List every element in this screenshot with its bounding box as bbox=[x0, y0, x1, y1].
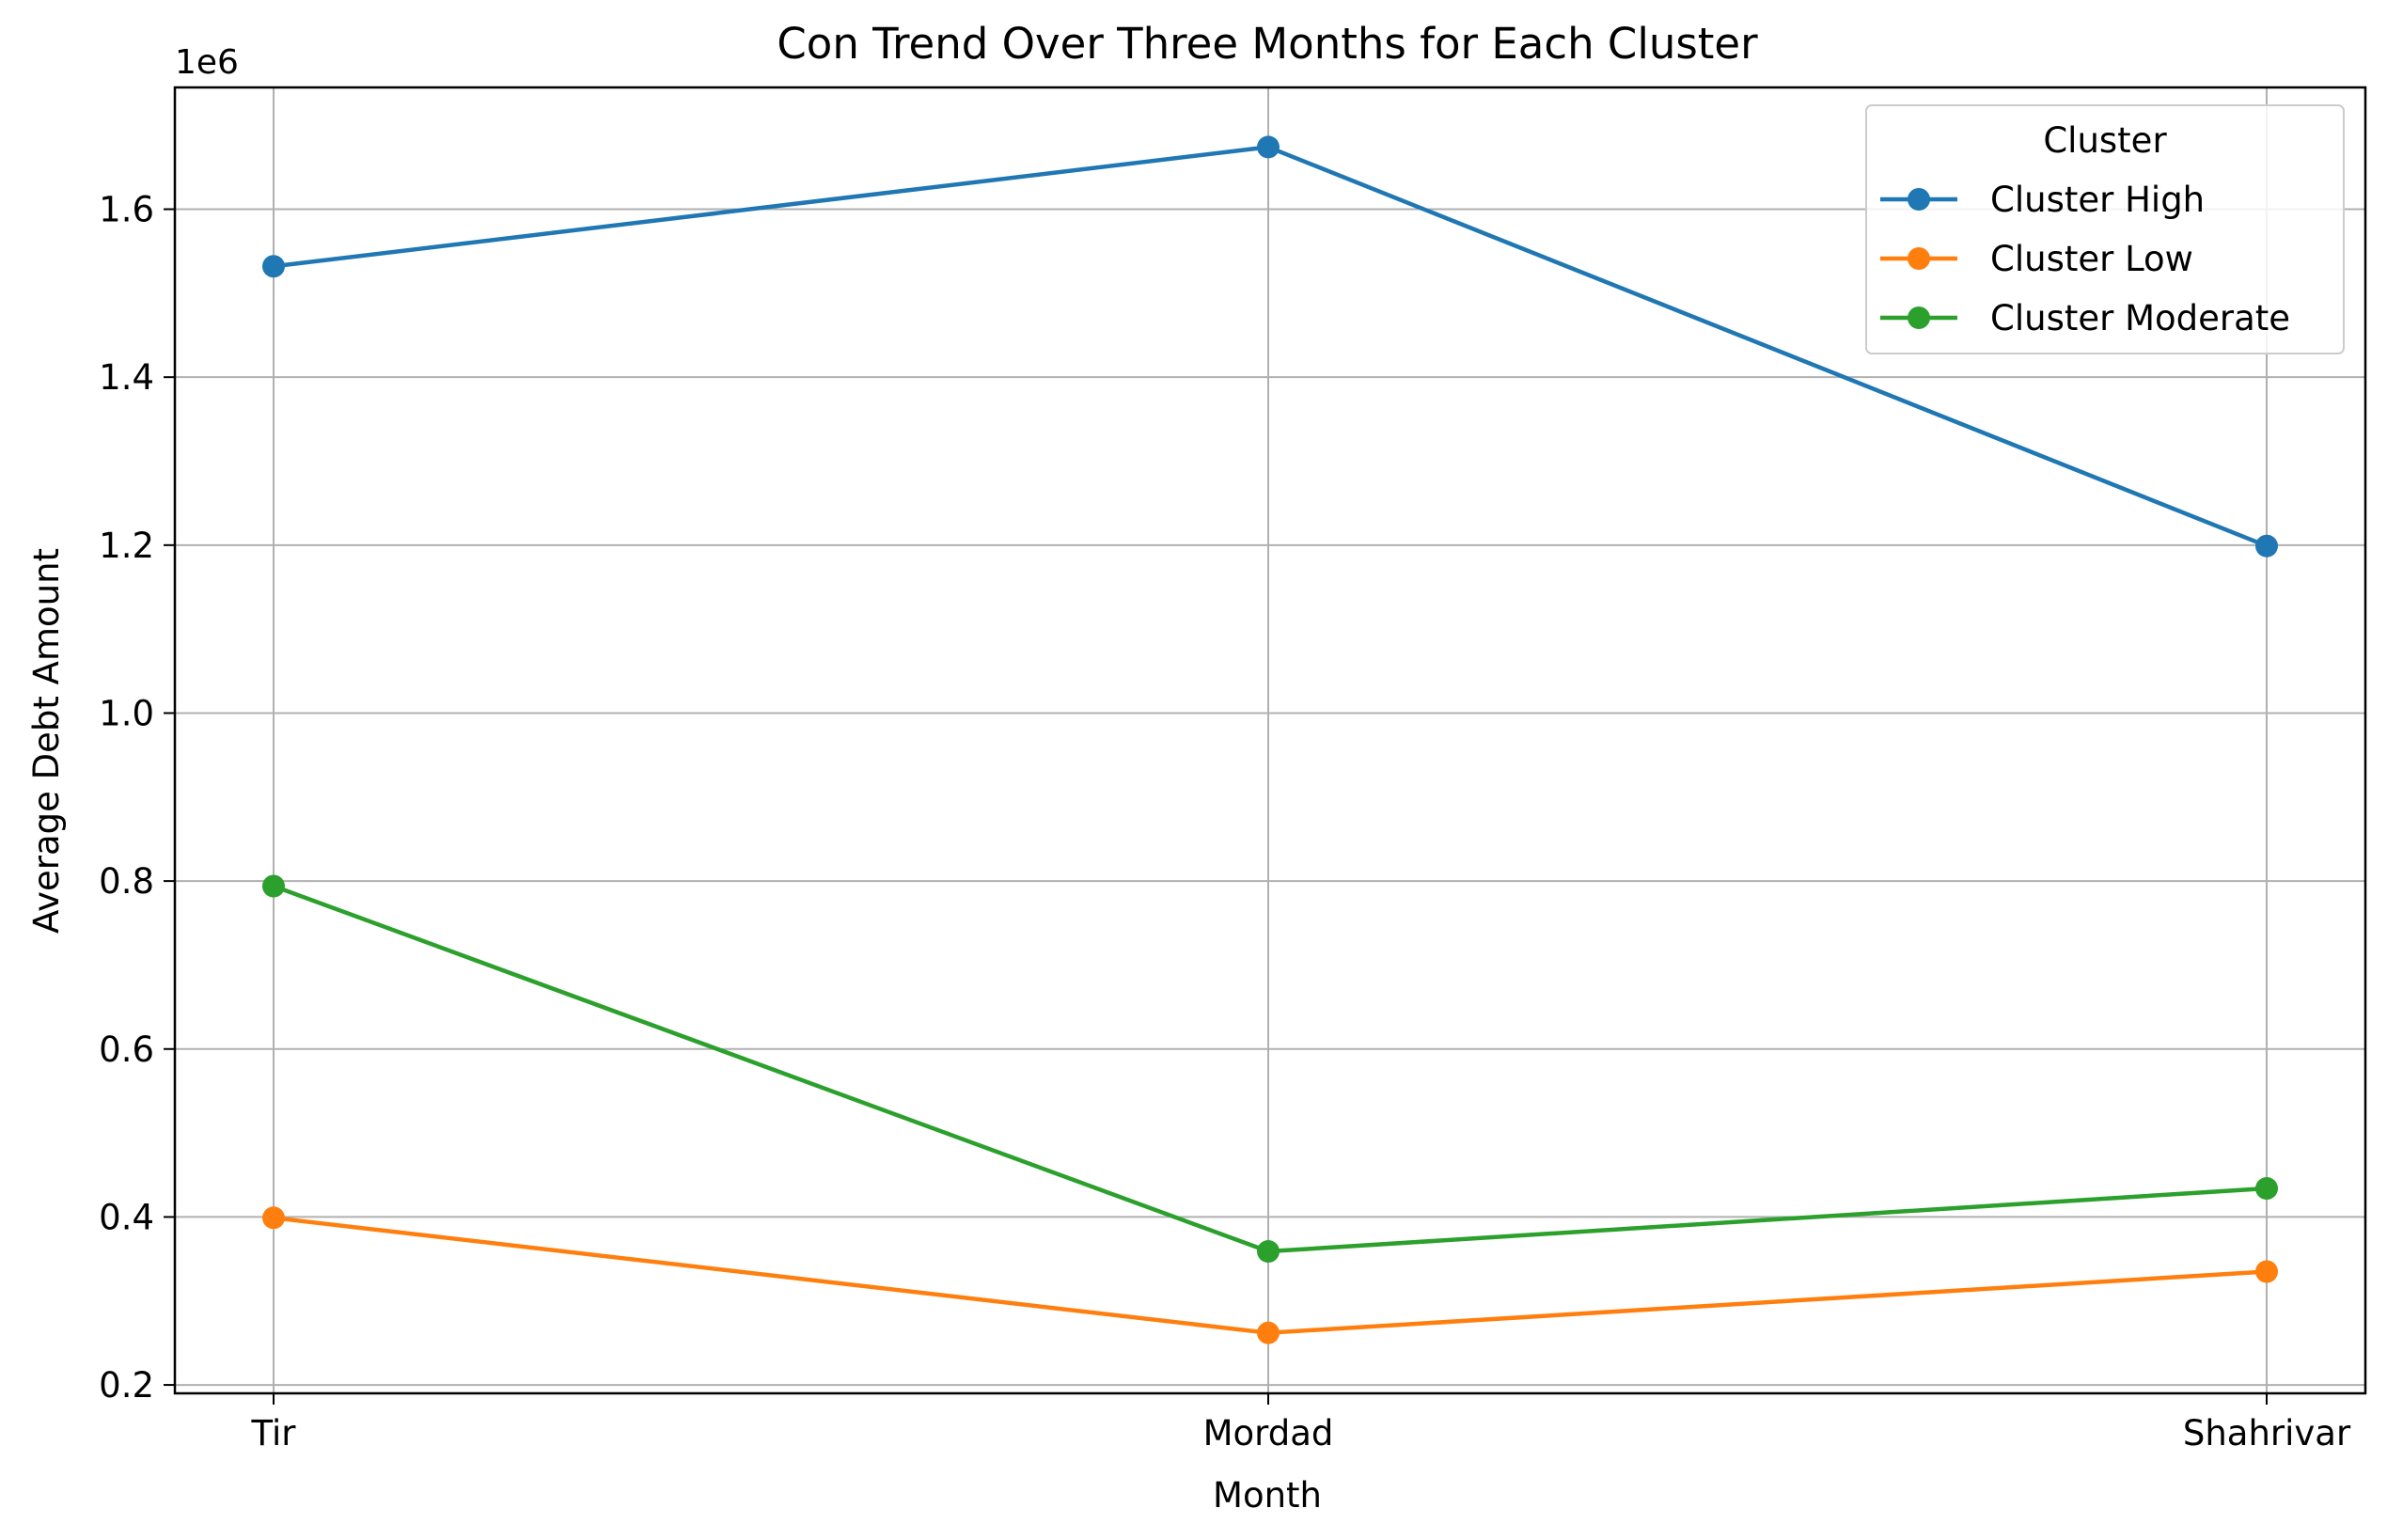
y-tick-label: 1.0 bbox=[99, 693, 154, 733]
series-layer bbox=[262, 135, 2278, 1344]
x-tick-label: Tir bbox=[251, 1413, 297, 1454]
x-axis: Tir Mordad Shahrivar bbox=[251, 1393, 2351, 1454]
legend-label-cluster-high: Cluster High bbox=[1990, 180, 2205, 220]
data-point-cluster-moderate bbox=[262, 874, 285, 898]
legend-marker-cluster-moderate bbox=[1908, 306, 1930, 329]
y-tick-label: 0.8 bbox=[99, 861, 154, 902]
plot-frame bbox=[173, 86, 2367, 1395]
series-line-cluster-moderate bbox=[273, 884, 2268, 1254]
legend-marker-cluster-high bbox=[1908, 188, 1930, 211]
y-tick-label: 1.4 bbox=[99, 357, 154, 398]
legend-label-cluster-moderate: Cluster Moderate bbox=[1990, 298, 2290, 338]
x-tick-label: Shahrivar bbox=[2183, 1413, 2351, 1454]
x-axis-label: Month bbox=[1213, 1475, 1322, 1516]
data-point-cluster-moderate bbox=[2255, 1177, 2278, 1201]
y-tick-label: 1.6 bbox=[99, 190, 154, 230]
y-axis: 0.2 0.4 0.6 0.8 1.0 1.2 1.4 1.6 bbox=[99, 190, 175, 1406]
y-tick-label: 0.6 bbox=[99, 1029, 154, 1070]
chart-title: Con Trend Over Three Months for Each Clu… bbox=[777, 19, 1758, 69]
legend-title: Cluster bbox=[2043, 120, 2167, 161]
x-tick-label: Mordad bbox=[1203, 1413, 1334, 1454]
data-point-cluster-high bbox=[2255, 534, 2278, 558]
legend-label-cluster-low: Cluster Low bbox=[1990, 239, 2193, 279]
data-point-cluster-low bbox=[2255, 1260, 2278, 1283]
data-point-cluster-low bbox=[262, 1206, 285, 1230]
legend-entries: Cluster High Cluster Low Cluster Moderate bbox=[1880, 180, 2290, 338]
y-tick-label: 1.2 bbox=[99, 526, 154, 566]
legend: Cluster Cluster High Cluster Low Cluster M… bbox=[1865, 104, 2345, 354]
data-point-cluster-low bbox=[1257, 1321, 1280, 1344]
y-axis-label: Average Debt Amount bbox=[26, 548, 67, 934]
legend-frame bbox=[1865, 104, 2345, 354]
series-line-cluster-low bbox=[273, 1216, 2268, 1335]
data-point-cluster-high bbox=[262, 255, 285, 278]
y-axis-offset-label: 1e6 bbox=[175, 43, 239, 82]
data-point-cluster-moderate bbox=[1257, 1240, 1280, 1264]
data-point-cluster-high bbox=[1257, 135, 1280, 159]
legend-marker-cluster-low bbox=[1908, 247, 1930, 270]
y-tick-label: 0.2 bbox=[99, 1365, 154, 1406]
y-tick-label: 0.4 bbox=[99, 1197, 154, 1237]
